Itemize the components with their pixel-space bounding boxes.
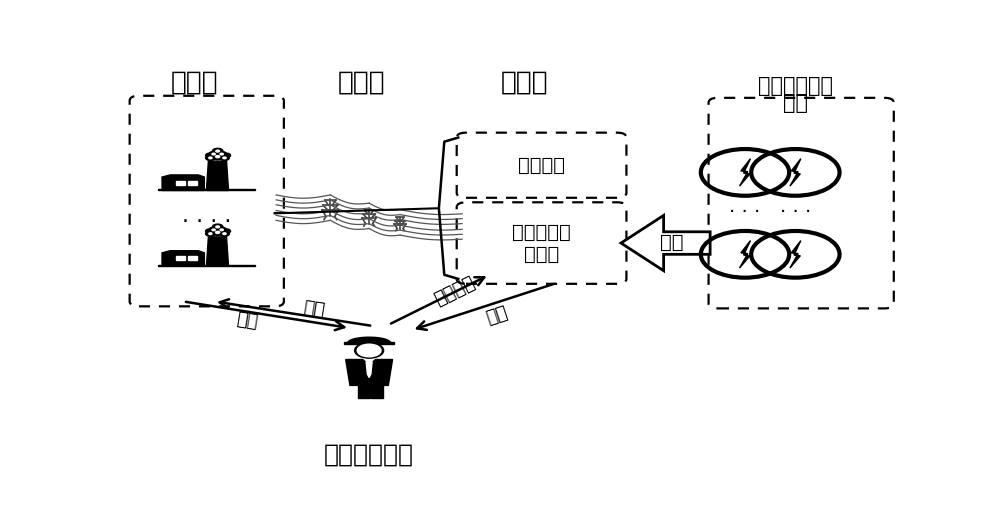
Circle shape [212, 153, 215, 155]
Circle shape [216, 231, 220, 234]
Circle shape [212, 154, 223, 160]
Text: 传统负载: 传统负载 [518, 156, 565, 174]
Polygon shape [740, 240, 750, 268]
Circle shape [206, 155, 215, 161]
Circle shape [206, 229, 214, 233]
FancyBboxPatch shape [457, 132, 626, 198]
Text: 发电侧: 发电侧 [171, 69, 219, 95]
Circle shape [209, 152, 218, 156]
Text: · · ·: · · · [729, 203, 761, 222]
Bar [188, 256, 197, 260]
Polygon shape [346, 360, 393, 385]
Circle shape [206, 231, 215, 236]
Text: 调度: 调度 [301, 297, 325, 318]
Circle shape [209, 233, 212, 235]
Circle shape [212, 229, 223, 235]
Bar [358, 384, 370, 398]
Polygon shape [348, 337, 390, 343]
Bar [371, 384, 383, 398]
FancyBboxPatch shape [130, 96, 284, 306]
Text: 控制信号: 控制信号 [431, 274, 478, 309]
Polygon shape [740, 159, 750, 186]
Text: 配电侧: 配电侧 [500, 69, 548, 95]
Circle shape [216, 150, 219, 152]
Bar [188, 181, 197, 185]
Text: 聚合恒温控
制负载: 聚合恒温控 制负载 [512, 222, 571, 263]
Bar [344, 342, 394, 344]
Text: 聚合: 聚合 [660, 232, 683, 252]
FancyBboxPatch shape [709, 98, 894, 309]
Circle shape [209, 157, 212, 159]
Polygon shape [206, 237, 229, 267]
Polygon shape [162, 251, 204, 267]
Circle shape [217, 227, 227, 232]
Circle shape [220, 155, 229, 161]
Circle shape [222, 229, 231, 233]
Circle shape [209, 227, 218, 232]
FancyBboxPatch shape [457, 202, 626, 284]
Circle shape [357, 344, 381, 357]
Circle shape [223, 157, 226, 159]
Circle shape [212, 148, 223, 154]
Text: 恒温控制负载: 恒温控制负载 [758, 77, 833, 96]
Polygon shape [621, 215, 710, 271]
Polygon shape [366, 362, 372, 378]
Bar [176, 256, 185, 260]
Circle shape [212, 224, 223, 230]
Circle shape [220, 229, 223, 231]
Circle shape [217, 152, 227, 156]
Text: 个体: 个体 [783, 93, 808, 113]
Circle shape [222, 153, 231, 157]
Polygon shape [790, 240, 801, 268]
Text: 输电侧: 输电侧 [338, 69, 385, 95]
Polygon shape [790, 159, 801, 186]
Bar [158, 264, 255, 267]
Bar [158, 189, 255, 190]
Circle shape [212, 229, 215, 231]
Text: 投标: 投标 [235, 310, 259, 331]
Text: · · ·: · · · [780, 203, 811, 222]
Circle shape [216, 155, 220, 157]
Polygon shape [206, 161, 229, 190]
Polygon shape [162, 175, 204, 190]
Bar [176, 181, 185, 185]
Circle shape [355, 343, 384, 358]
Circle shape [206, 153, 214, 157]
Circle shape [220, 231, 229, 236]
Circle shape [223, 233, 226, 235]
Text: · · · ·: · · · · [182, 212, 231, 231]
Text: 系统调度中心: 系统调度中心 [324, 443, 414, 467]
Circle shape [216, 226, 219, 228]
Circle shape [220, 153, 223, 155]
Text: 报价: 报价 [483, 302, 509, 326]
